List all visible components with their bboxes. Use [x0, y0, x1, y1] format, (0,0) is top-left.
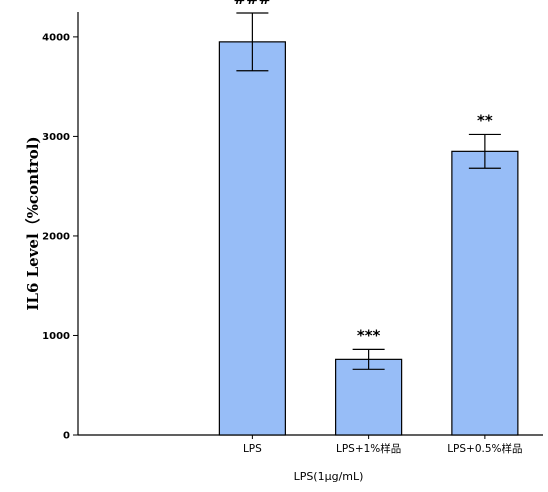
- bar: [218, 41, 286, 436]
- significance-label: ***: [357, 326, 381, 344]
- y-tick-label: 0: [63, 431, 70, 442]
- bar: [451, 150, 519, 436]
- significance-label: ###: [234, 0, 272, 8]
- x-axis-title: LPS(1μg/mL): [294, 470, 364, 483]
- y-axis-title: IL6 Level（%control): [24, 136, 42, 310]
- y-tick-label: 4000: [42, 32, 70, 43]
- category-label: LPS+0.5%样品: [447, 442, 522, 455]
- significance-label: **: [477, 111, 493, 129]
- labels: ### LPS *** LPS+1%样品 ** LPS+0.5%样品 LPS(1μg/mL)…: [24, 0, 523, 483]
- y-tick-label: 3000: [42, 132, 70, 143]
- bar: [335, 358, 403, 436]
- y-tick-label: 2000: [42, 231, 70, 242]
- category-label: LPS: [243, 443, 262, 455]
- bars: [218, 12, 519, 436]
- y-tick-label: 1000: [42, 331, 70, 342]
- category-label: LPS+1%样品: [336, 442, 401, 455]
